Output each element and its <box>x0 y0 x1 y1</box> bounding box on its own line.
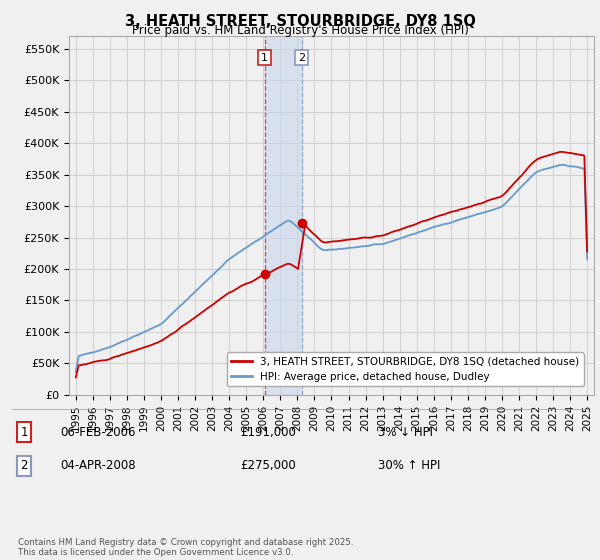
Text: 2: 2 <box>20 459 28 473</box>
Text: 1: 1 <box>261 53 268 63</box>
Text: 3% ↓ HPI: 3% ↓ HPI <box>378 426 433 439</box>
Text: 3, HEATH STREET, STOURBRIDGE, DY8 1SQ: 3, HEATH STREET, STOURBRIDGE, DY8 1SQ <box>125 14 475 29</box>
Text: 06-FEB-2006: 06-FEB-2006 <box>60 426 136 439</box>
Bar <box>265 36 302 395</box>
Text: 30% ↑ HPI: 30% ↑ HPI <box>378 459 440 473</box>
Text: Price paid vs. HM Land Registry's House Price Index (HPI): Price paid vs. HM Land Registry's House … <box>131 24 469 37</box>
Text: 2: 2 <box>298 53 305 63</box>
Text: £191,000: £191,000 <box>240 426 296 439</box>
Text: 1: 1 <box>20 426 28 439</box>
Legend: 3, HEATH STREET, STOURBRIDGE, DY8 1SQ (detached house), HPI: Average price, deta: 3, HEATH STREET, STOURBRIDGE, DY8 1SQ (d… <box>227 352 584 386</box>
Text: Contains HM Land Registry data © Crown copyright and database right 2025.
This d: Contains HM Land Registry data © Crown c… <box>18 538 353 557</box>
Text: 04-APR-2008: 04-APR-2008 <box>60 459 136 473</box>
Text: £275,000: £275,000 <box>240 459 296 473</box>
